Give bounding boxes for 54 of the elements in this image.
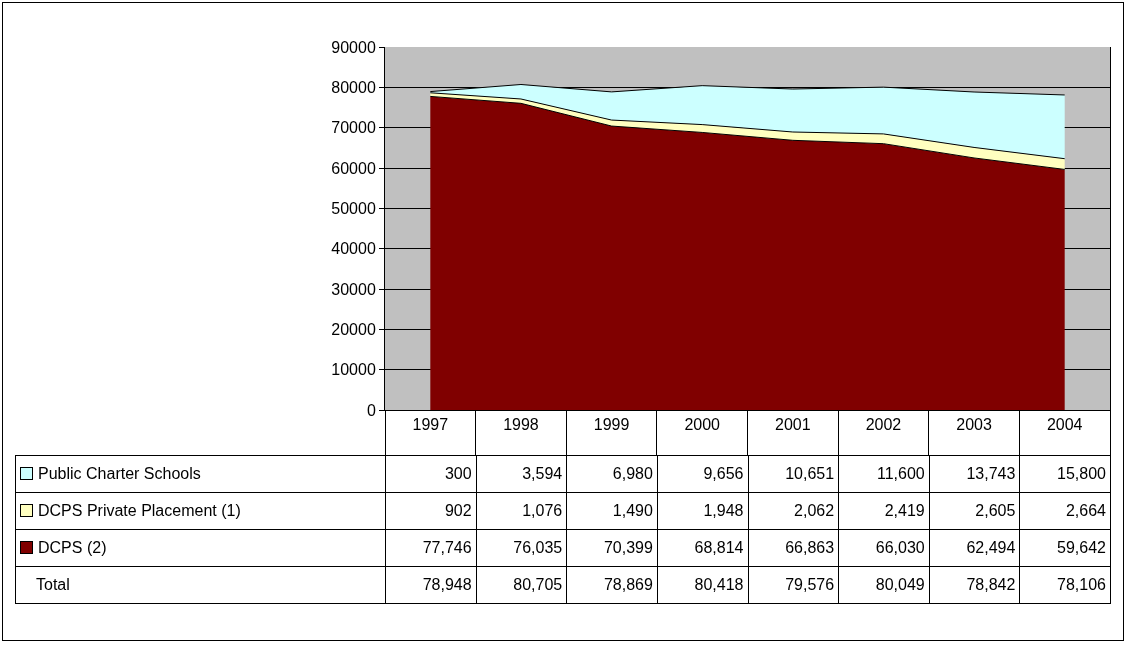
- data-label: 6,980: [566, 455, 658, 493]
- y-tick-label: 30000: [331, 280, 376, 298]
- data-label: 9,656: [657, 455, 748, 493]
- y-tick-label: 70000: [331, 119, 376, 137]
- y-tick-label: 40000: [331, 240, 376, 258]
- data-label: 11,600: [838, 455, 930, 493]
- data-label: 66,863: [748, 529, 839, 567]
- text: 78,106: [1019, 566, 1111, 604]
- text: 78,948: [385, 566, 477, 604]
- x-tick-label: 1997: [412, 416, 449, 434]
- data-label: 1,076: [476, 492, 567, 530]
- data-label: 10,651: [748, 455, 839, 493]
- data-label: 77,746: [385, 529, 477, 567]
- text: 80,705: [476, 566, 567, 604]
- x-tick-label: 2002: [865, 416, 902, 434]
- y-tick-label: 90000: [331, 38, 376, 56]
- legend-label: DCPS (2): [15, 529, 386, 567]
- data-label: 1,948: [657, 492, 748, 530]
- data-label: 66,030: [838, 529, 930, 567]
- x-tick-label: 1999: [593, 416, 630, 434]
- x-tick-label: 2001: [775, 416, 811, 434]
- data-label: 68,814: [657, 529, 748, 567]
- text: 80,049: [838, 566, 930, 604]
- y-tick-label: 50000: [331, 199, 376, 217]
- legend-label: Public Charter Schools: [15, 455, 386, 493]
- data-label: 1,490: [566, 492, 658, 530]
- data-label: 62,494: [929, 529, 1020, 567]
- y-tick-label: 20000: [331, 320, 376, 338]
- data-label: 2,419: [838, 492, 930, 530]
- data-label: 70,399: [566, 529, 658, 567]
- text: 79,576: [748, 566, 839, 604]
- data-label: 59,642: [1019, 529, 1111, 567]
- x-tick-label: 1998: [503, 416, 539, 434]
- y-tick-label: 10000: [331, 361, 376, 379]
- x-tick-label: 2000: [684, 416, 721, 434]
- data-label: 15,800: [1019, 455, 1111, 493]
- text: 78,842: [929, 566, 1020, 604]
- legend-label: DCPS Private Placement (1): [15, 492, 386, 530]
- x-tick-label: 2004: [1046, 416, 1083, 434]
- y-tick-label: 0: [366, 401, 376, 419]
- data-label: 300: [385, 455, 477, 493]
- data-label: 902: [385, 492, 477, 530]
- y-tick-label: 80000: [331, 78, 376, 96]
- y-tick-label: 60000: [331, 159, 376, 177]
- data-label: 2,062: [748, 492, 839, 530]
- data-label: 13,743: [929, 455, 1020, 493]
- text: 78,869: [566, 566, 658, 604]
- data-label: 76,035: [476, 529, 567, 567]
- x-tick-label: 2003: [956, 416, 992, 434]
- text: 80,418: [657, 566, 748, 604]
- text: Total: [15, 566, 386, 604]
- data-label: 2,605: [929, 492, 1020, 530]
- data-label: 3,594: [476, 455, 567, 493]
- data-label: 2,664: [1019, 492, 1111, 530]
